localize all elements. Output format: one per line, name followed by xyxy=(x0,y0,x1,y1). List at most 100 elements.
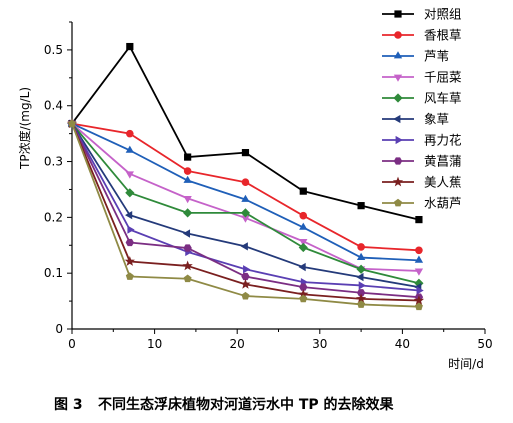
data-point-4-1 xyxy=(125,188,135,198)
legend-label-9: 水葫芦 xyxy=(424,196,462,211)
data-point-4-5 xyxy=(356,264,366,274)
data-point-3-1 xyxy=(125,171,134,179)
legend-label-4: 风车草 xyxy=(424,91,462,106)
legend-label-0: 对照组 xyxy=(424,7,462,22)
data-point-4-3 xyxy=(240,208,251,218)
y-tick-label-4: 0.4 xyxy=(44,99,63,113)
data-point-2-4 xyxy=(299,222,308,230)
x-tick-label-2: 20 xyxy=(230,337,245,351)
x-tick-label-0: 0 xyxy=(68,337,76,351)
figure-caption-text: 不同生态浮床植物对河道污水中 TP 的去除效果 xyxy=(98,396,395,413)
legend-item-4: 风车草 xyxy=(382,91,462,106)
data-point-0-4 xyxy=(299,187,307,195)
data-point-1-1 xyxy=(126,129,134,138)
data-point-4-4 xyxy=(298,242,308,253)
data-point-8-5 xyxy=(355,293,367,304)
x-tick-label-1: 10 xyxy=(147,337,162,351)
data-point-8-1 xyxy=(124,256,135,266)
data-point-8-2 xyxy=(182,260,193,271)
y-axis-label: TP浓度/(mg/L) xyxy=(17,87,32,170)
legend-label-3: 千屈菜 xyxy=(424,70,462,85)
legend-label-7: 黄菖蒲 xyxy=(424,154,462,169)
data-point-0-3 xyxy=(241,149,250,157)
legend-label-1: 香根草 xyxy=(424,28,462,43)
data-point-8-6 xyxy=(413,295,425,305)
legend-label-8: 美人蕉 xyxy=(424,175,462,190)
data-point-8-4 xyxy=(298,288,309,299)
legend-item-7: 黄菖蒲 xyxy=(382,154,462,169)
legend-label-2: 芦苇 xyxy=(424,49,449,64)
data-point-1-6 xyxy=(415,246,423,255)
legend-item-5: 象草 xyxy=(382,112,449,127)
legend-item-6: 再力花 xyxy=(382,133,462,148)
data-point-6-1 xyxy=(127,225,135,234)
data-point-3-4 xyxy=(299,238,308,247)
series-lines xyxy=(66,42,425,311)
legend-marker-6 xyxy=(395,135,403,145)
data-point-1-4 xyxy=(299,211,308,220)
data-point-0-1 xyxy=(126,42,134,51)
data-point-5-5 xyxy=(356,272,364,282)
x-tick-label-3: 30 xyxy=(312,337,327,351)
data-point-6-5 xyxy=(358,281,366,290)
data-point-7-5 xyxy=(356,289,366,297)
data-point-9-3 xyxy=(241,291,250,300)
legend-marker-5 xyxy=(393,114,401,124)
y-tick-label-0: 0 xyxy=(55,322,63,336)
legend-marker-4 xyxy=(393,93,403,103)
data-point-9-6 xyxy=(414,302,423,311)
legend-marker-3 xyxy=(393,74,403,82)
axes: 0 10 20 30 40 50 0 0.1 0.2 0.3 0.4 0.5 xyxy=(44,21,493,351)
legend-marker-1 xyxy=(394,31,402,39)
data-point-9-5 xyxy=(357,300,366,308)
data-point-0-6 xyxy=(415,215,423,224)
data-point-2-5 xyxy=(356,252,366,260)
data-point-3-3 xyxy=(241,215,250,223)
data-point-7-3 xyxy=(241,272,250,281)
data-point-6-6 xyxy=(416,286,424,295)
data-point-1-3 xyxy=(241,178,250,186)
legend-label-5: 象草 xyxy=(424,112,449,127)
data-point-0-5 xyxy=(357,202,365,210)
y-tick-label-3: 0.3 xyxy=(44,155,63,169)
data-point-1-2 xyxy=(183,167,192,175)
series-9 xyxy=(68,119,423,311)
legend-item-3: 千屈菜 xyxy=(382,70,462,85)
legend-marker-0 xyxy=(394,10,402,18)
legend-item-1: 香根草 xyxy=(382,28,462,43)
data-point-3-6 xyxy=(414,268,424,276)
y-tick-label-5: 0.5 xyxy=(44,43,63,57)
x-axis-label: 时间/d xyxy=(448,357,484,371)
legend-label-6: 再力花 xyxy=(424,133,462,148)
x-tick-label-5: 50 xyxy=(477,337,492,351)
series-line-2 xyxy=(71,122,419,262)
data-point-7-2 xyxy=(183,244,192,252)
data-point-5-1 xyxy=(125,210,133,220)
series-4 xyxy=(67,118,424,288)
data-point-4-2 xyxy=(183,208,193,218)
data-point-2-2 xyxy=(183,175,192,183)
data-point-2-6 xyxy=(414,255,424,263)
series-1 xyxy=(68,119,423,255)
data-point-2-3 xyxy=(241,194,250,202)
legend-marker-8 xyxy=(392,176,404,187)
figure-caption-number: 图 3 xyxy=(54,397,83,413)
data-point-3-2 xyxy=(183,195,192,204)
data-point-8-3 xyxy=(240,278,251,289)
data-point-0-2 xyxy=(184,153,192,161)
data-point-9-4 xyxy=(299,294,308,303)
legend-marker-7 xyxy=(393,157,403,165)
x-tick-label-4: 40 xyxy=(395,337,410,351)
legend-item-2: 芦苇 xyxy=(382,49,449,64)
data-point-9-1 xyxy=(125,272,134,280)
data-point-2-1 xyxy=(125,145,134,153)
legend-marker-9 xyxy=(394,198,402,207)
data-point-5-3 xyxy=(240,242,248,251)
legend-item-9: 水葫芦 xyxy=(382,196,462,211)
legend-item-8: 美人蕉 xyxy=(382,175,462,190)
y-tick-label-1: 0.1 xyxy=(44,266,63,280)
legend-item-0: 对照组 xyxy=(382,7,462,22)
data-point-1-5 xyxy=(357,243,365,251)
